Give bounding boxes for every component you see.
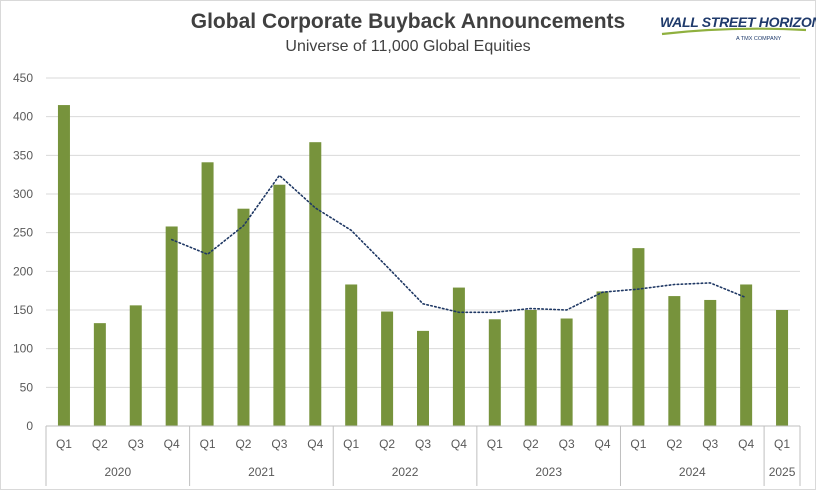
bar xyxy=(309,142,322,427)
y-tick-label: 0 xyxy=(26,419,33,433)
x-tick-label: Q4 xyxy=(164,437,180,451)
bar xyxy=(704,299,717,426)
year-label: 2022 xyxy=(392,465,419,479)
x-tick-label: Q2 xyxy=(666,437,682,451)
y-tick-label: 50 xyxy=(20,380,34,394)
x-tick-label: Q1 xyxy=(343,437,359,451)
y-tick-label: 450 xyxy=(13,71,33,85)
x-tick-label: Q1 xyxy=(56,437,72,451)
x-tick-label: Q1 xyxy=(200,437,216,451)
bar xyxy=(273,184,286,426)
chart-subtitle: Universe of 11,000 Global Equities xyxy=(285,38,531,55)
x-tick-label: Q2 xyxy=(379,437,395,451)
bar xyxy=(488,319,501,426)
bar xyxy=(345,284,358,426)
x-tick-label: Q3 xyxy=(415,437,431,451)
x-tick-label: Q3 xyxy=(559,437,575,451)
bar xyxy=(596,291,609,426)
x-tick-label: Q4 xyxy=(595,437,611,451)
year-label: 2020 xyxy=(104,465,131,479)
bar xyxy=(165,226,178,426)
bar xyxy=(740,284,753,426)
bar xyxy=(381,311,394,426)
logo-swoosh-icon xyxy=(661,27,807,36)
x-tick-label: Q2 xyxy=(235,437,251,451)
bar xyxy=(524,310,537,426)
bar xyxy=(452,287,465,426)
x-tick-label: Q3 xyxy=(128,437,144,451)
year-label: 2023 xyxy=(535,465,562,479)
x-tick-label: Q4 xyxy=(451,437,467,451)
y-tick-label: 350 xyxy=(13,148,33,162)
trend-line xyxy=(170,174,747,314)
x-tick-label: Q3 xyxy=(271,437,287,451)
bar xyxy=(560,318,573,426)
x-tick-label: Q1 xyxy=(487,437,503,451)
x-tick-label: Q3 xyxy=(702,437,718,451)
x-tick-label: Q1 xyxy=(630,437,646,451)
y-tick-label: 100 xyxy=(13,342,33,356)
year-label: 2021 xyxy=(248,465,275,479)
y-tick-label: 150 xyxy=(13,303,33,317)
bar xyxy=(129,305,142,426)
wall-street-horizon-logo: WALL STREET HORIZON A TMX COMPANY xyxy=(660,14,816,54)
logo-tagline: A TMX COMPANY xyxy=(736,36,782,42)
chart-title: Global Corporate Buyback Announcements xyxy=(190,10,626,33)
x-tick-label: Q2 xyxy=(523,437,539,451)
bar xyxy=(668,296,681,426)
bar xyxy=(57,105,70,427)
x-tick-label: Q4 xyxy=(307,437,323,451)
y-tick-label: 250 xyxy=(13,226,33,240)
bar xyxy=(776,310,789,426)
bar xyxy=(201,162,214,426)
year-label: 2024 xyxy=(679,465,706,479)
logo-wordmark: WALL STREET HORIZON xyxy=(660,14,816,30)
y-tick-label: 400 xyxy=(13,110,33,124)
y-tick-label: 300 xyxy=(13,187,33,201)
bar xyxy=(632,248,645,426)
year-label: 2025 xyxy=(769,465,796,479)
bar xyxy=(417,330,429,426)
x-tick-label: Q2 xyxy=(92,437,108,451)
y-tick-label: 200 xyxy=(13,264,33,278)
bar xyxy=(93,323,106,426)
x-tick-label: Q1 xyxy=(774,437,790,451)
bar xyxy=(237,208,250,426)
x-tick-label: Q4 xyxy=(738,437,754,451)
